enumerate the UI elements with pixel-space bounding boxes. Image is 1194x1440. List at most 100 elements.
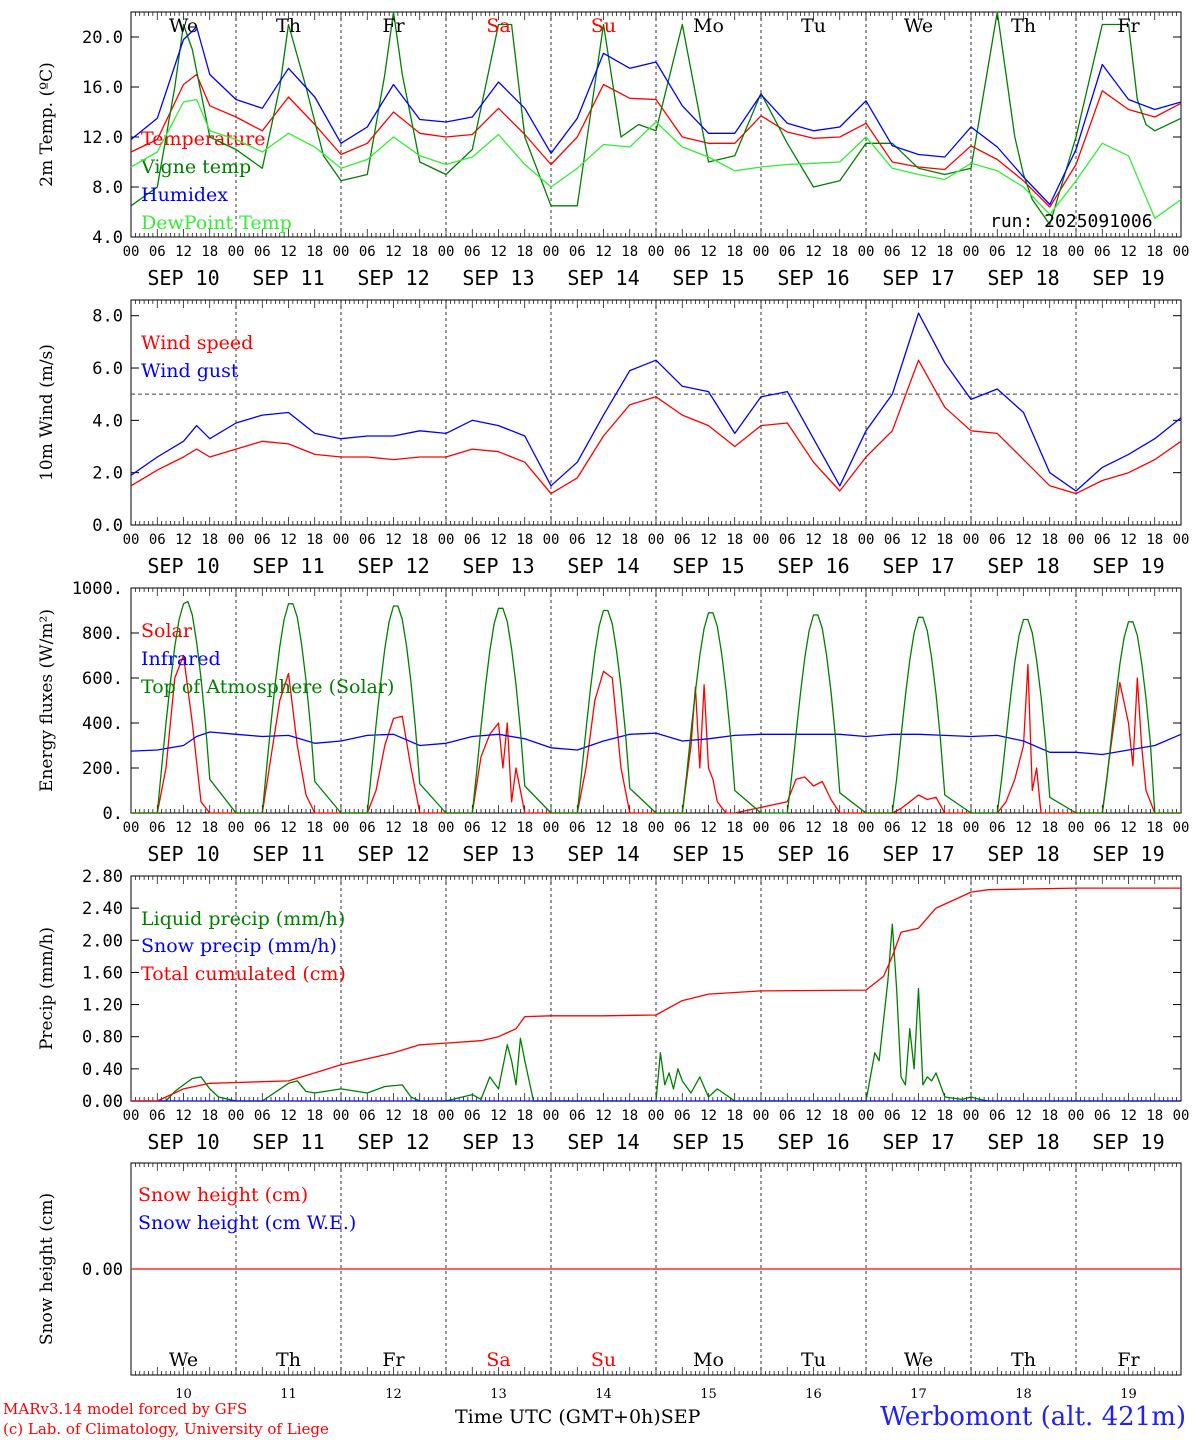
hour-tick-label: 06: [1094, 820, 1111, 836]
hour-tick-label: 00: [1173, 1108, 1190, 1124]
hour-tick-label: 00: [963, 244, 980, 260]
hour-tick-label: 06: [674, 1108, 691, 1124]
hour-tick-label: 00: [753, 244, 770, 260]
date-label: SEP 13: [462, 1130, 534, 1154]
date-label: SEP 13: [462, 554, 534, 578]
hour-tick-label: 00: [438, 244, 455, 260]
hour-tick-label: 18: [831, 820, 848, 836]
hour-tick-label: 06: [359, 820, 376, 836]
hour-tick-label: 00: [753, 532, 770, 548]
series-line-0: [130, 359, 1182, 495]
y-tick-label: 20.0: [82, 28, 123, 48]
hour-tick-label: 12: [1120, 244, 1137, 260]
day-number: 18: [1015, 1387, 1032, 1402]
hour-tick-label: 12: [805, 820, 822, 836]
y-tick-label: 0.40: [82, 1060, 123, 1080]
hour-tick-label: 06: [254, 820, 271, 836]
date-label: SEP 16: [777, 842, 849, 866]
date-label: SEP 13: [462, 266, 534, 290]
hour-tick-label: 18: [306, 820, 323, 836]
hour-tick-label: 00: [963, 820, 980, 836]
hour-tick-label: 18: [1041, 1108, 1058, 1124]
day-number: 13: [490, 1387, 507, 1402]
hour-tick-label: 12: [1015, 244, 1032, 260]
hour-tick-label: 06: [779, 820, 796, 836]
hour-tick-label: 00: [543, 532, 560, 548]
legend-entry: Wind gust: [141, 360, 239, 382]
y-tick-label: 0.00: [82, 1260, 123, 1280]
hour-tick-label: 18: [306, 244, 323, 260]
hour-tick-label: 12: [280, 532, 297, 548]
weekday-label: Su: [591, 15, 616, 37]
hour-tick-label: 00: [753, 1108, 770, 1124]
hour-tick-label: 18: [306, 1108, 323, 1124]
date-label: SEP 14: [567, 1130, 639, 1154]
hour-tick-label: 18: [201, 244, 218, 260]
date-label: SEP 10: [147, 266, 219, 290]
hour-tick-label: 06: [989, 532, 1006, 548]
date-label: SEP 15: [672, 266, 744, 290]
hour-tick-label: 00: [228, 1108, 245, 1124]
hour-tick-label: 06: [464, 244, 481, 260]
hour-tick-label: 18: [1146, 532, 1163, 548]
hour-tick-label: 12: [910, 532, 927, 548]
hour-tick-label: 12: [490, 244, 507, 260]
y-tick-label: 8.0: [92, 307, 123, 327]
date-label: SEP 12: [357, 554, 429, 578]
hour-tick-label: 00: [648, 1108, 665, 1124]
hour-tick-label: 18: [936, 244, 953, 260]
hour-tick-label: 06: [884, 532, 901, 548]
legend-entry: Snow height (cm): [138, 1184, 308, 1206]
y-tick-label: 6.0: [92, 359, 123, 379]
hour-tick-label: 06: [149, 1108, 166, 1124]
hour-tick-label: 12: [490, 1108, 507, 1124]
lab-credit: (c) Lab. of Climatology, University of L…: [3, 1420, 329, 1438]
date-label: SEP 19: [1092, 266, 1164, 290]
x-axis-title: Time UTC (GMT+0h)SEP: [455, 1406, 700, 1428]
date-label: SEP 17: [882, 842, 954, 866]
hour-tick-label: 18: [1146, 820, 1163, 836]
hour-tick-label: 18: [621, 1108, 638, 1124]
hour-tick-label: 00: [1173, 820, 1190, 836]
date-label: SEP 19: [1092, 554, 1164, 578]
hour-tick-label: 00: [1173, 244, 1190, 260]
hour-tick-label: 18: [726, 532, 743, 548]
hour-tick-label: 00: [1173, 532, 1190, 548]
day-number: 16: [805, 1387, 822, 1402]
hour-tick-label: 18: [516, 244, 533, 260]
hour-tick-label: 06: [884, 244, 901, 260]
hour-tick-label: 18: [516, 532, 533, 548]
hour-tick-label: 06: [254, 532, 271, 548]
date-label: SEP 15: [672, 1130, 744, 1154]
date-label: SEP 18: [987, 842, 1059, 866]
weekday-label: Mo: [693, 1349, 724, 1371]
hour-tick-label: 06: [989, 1108, 1006, 1124]
y-tick-label: 1000.: [72, 579, 123, 599]
hour-tick-label: 06: [674, 820, 691, 836]
hour-tick-label: 06: [569, 820, 586, 836]
date-label: SEP 16: [777, 1130, 849, 1154]
hour-tick-label: 06: [569, 1108, 586, 1124]
hour-tick-label: 06: [149, 820, 166, 836]
plot-frame: [130, 11, 1182, 238]
station-label: Werbomont (alt. 421m): [880, 1402, 1186, 1432]
hour-tick-label: 12: [910, 244, 927, 260]
hour-tick-label: 12: [385, 1108, 402, 1124]
hour-tick-label: 18: [1041, 244, 1058, 260]
date-label: SEP 18: [987, 554, 1059, 578]
date-label: SEP 17: [882, 554, 954, 578]
hour-tick-label: 12: [595, 1108, 612, 1124]
hour-tick-label: 12: [700, 532, 717, 548]
hour-tick-label: 12: [490, 532, 507, 548]
hour-tick-label: 12: [1015, 532, 1032, 548]
date-label: SEP 18: [987, 266, 1059, 290]
legend-entry: Solar: [141, 620, 193, 642]
hour-tick-label: 12: [1015, 820, 1032, 836]
hour-tick-label: 00: [963, 532, 980, 548]
y-axis-label: Precip (mm/h): [37, 927, 57, 1050]
hour-tick-label: 00: [123, 820, 140, 836]
hour-tick-label: 12: [595, 532, 612, 548]
weekday-label: Su: [591, 1349, 616, 1371]
hour-tick-label: 18: [936, 1108, 953, 1124]
date-label: SEP 19: [1092, 842, 1164, 866]
